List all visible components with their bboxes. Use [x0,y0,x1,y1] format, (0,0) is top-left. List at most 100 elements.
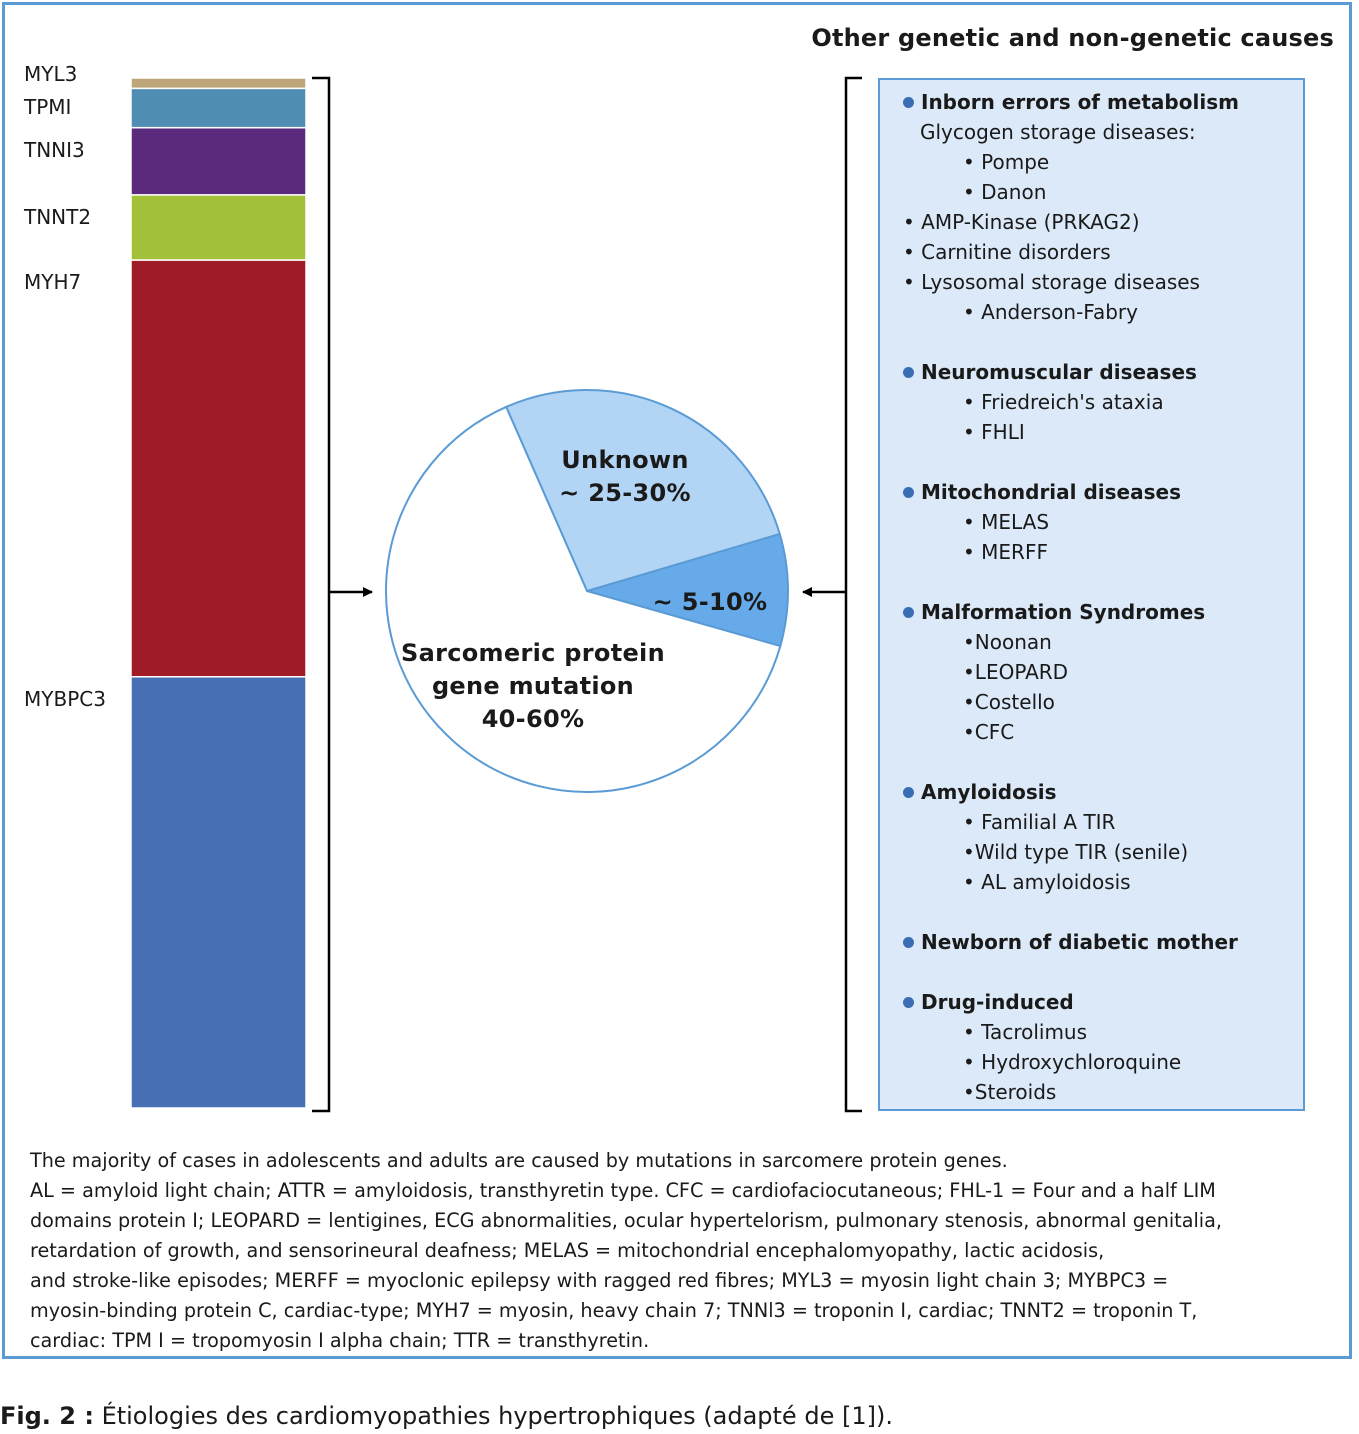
cause-text: • Anderson-Fabry [963,300,1138,324]
cause-item: •Wild type TIR (senile) [963,837,1188,867]
bullet-icon [903,937,914,948]
stacked-bar [130,77,307,1109]
bar-label-myh7: MYH7 [24,270,82,294]
bullet-icon [903,607,914,618]
bar-segment-tpmi [130,87,307,129]
cause-item: • Familial A TIR [963,807,1115,837]
cause-item: Glycogen storage diseases: [920,117,1196,147]
bar-segment-tnni3 [130,126,307,196]
cause-heading: Malformation Syndromes [903,597,1205,627]
pie-label-unknown-line2: ~ 25-30% [559,479,691,507]
pie-label-other: ~ 5-10% [640,586,780,619]
cause-item: •LEOPARD [963,657,1068,687]
bar-label-mybpc3: MYBPC3 [24,686,106,711]
cause-item: • Lysosomal storage diseases [903,267,1200,297]
cause-item: • Pompe [963,147,1049,177]
note-line: and stroke-like episodes; MERFF = myoclo… [30,1269,1169,1292]
cause-item: • Hydroxychloroquine [963,1047,1181,1077]
cause-text: • Friedreich's ataxia [963,390,1164,414]
cause-item: • Carnitine disorders [903,237,1111,267]
bar-segment-myl3 [130,77,307,90]
cause-text: Amyloidosis [921,780,1057,804]
cause-item: • Danon [963,177,1046,207]
cause-item: •Costello [963,687,1055,717]
note-line: cardiac: TPM I = tropomyosin I alpha cha… [30,1329,650,1352]
note-line: AL = amyloid light chain; ATTR = amyloid… [30,1179,1216,1202]
pie-label-other-line1: ~ 5-10% [652,588,768,616]
caption-number: Fig. 2 : [0,1402,94,1430]
cause-text: •Steroids [963,1080,1057,1104]
cause-item: •Noonan [963,627,1052,657]
cause-text: • Pompe [963,150,1050,174]
bar-segment-tnnt2 [130,194,307,261]
cause-item: • MELAS [963,507,1049,537]
cause-item: • Friedreich's ataxia [963,387,1164,417]
cause-heading: Inborn errors of metabolism [903,87,1239,117]
note-line: domains protein I; LEOPARD = lentigines,… [30,1209,1222,1232]
cause-text: •Wild type TIR (senile) [963,840,1189,864]
causes-list-box [878,78,1305,1111]
right-panel-title: Other genetic and non-genetic causes [811,24,1334,52]
bar-segment-mybpc3 [130,676,307,1109]
caption-text: Étiologies des cardiomyopathies hypertro… [93,1402,893,1430]
cause-heading: Amyloidosis [903,777,1057,807]
bar-label-tnni3: TNNI3 [24,137,85,162]
cause-text: • AMP-Kinase (PRKAG2) [903,210,1140,234]
note-line: myosin-binding protein C, cardiac-type; … [30,1299,1198,1322]
left-bracket [312,76,331,1113]
cause-text: •LEOPARD [963,660,1069,684]
pie-chart [385,389,789,793]
cause-text: • AL amyloidosis [963,870,1131,894]
cause-text: •Costello [963,690,1055,714]
cause-item: • AL amyloidosis [963,867,1131,897]
cause-text: • Hydroxychloroquine [963,1050,1182,1074]
figure-frame [2,2,1352,1359]
bar-label-tnnt2: TNNT2 [24,204,92,229]
bullet-icon [903,97,914,108]
bullet-icon [903,367,914,378]
cause-heading: Neuromuscular diseases [903,357,1197,387]
cause-item: • Tacrolimus [963,1017,1087,1047]
cause-text: Newborn of diabetic mother [921,930,1238,954]
cause-text: Drug-induced [921,990,1074,1014]
bullet-icon [903,997,914,1008]
cause-text: •Noonan [963,630,1052,654]
cause-text: • FHLI [963,420,1025,444]
cause-heading: Mitochondrial diseases [903,477,1181,507]
cause-text: Neuromuscular diseases [921,360,1197,384]
bar-label-tpmi: TPMI [24,95,72,119]
right-bracket [844,76,862,1113]
bar-label-myl3: MYL3 [24,62,78,86]
abbreviation-note: The majority of cases in adolescents and… [30,1146,1348,1356]
cause-heading: Drug-induced [903,987,1074,1017]
cause-item: •CFC [963,717,1014,747]
pie-slice-0 [385,405,782,793]
cause-text: • MELAS [963,510,1050,534]
cause-item: • MERFF [963,537,1048,567]
bullet-icon [903,787,914,798]
cause-item: • Anderson-Fabry [963,297,1138,327]
cause-text: • Danon [963,180,1047,204]
cause-text: Inborn errors of metabolism [921,90,1239,114]
cause-text: • MERFF [963,540,1048,564]
cause-item: • AMP-Kinase (PRKAG2) [903,207,1140,237]
pie-label-sarcomeric: Sarcomeric protein gene mutation 40-60% [398,637,668,736]
note-line: retardation of growth, and sensorineural… [30,1239,1105,1262]
cause-text: Malformation Syndromes [921,600,1206,624]
pie-label-sarcomeric-line1: Sarcomeric protein [401,639,665,667]
bullet-icon [903,487,914,498]
cause-heading: Newborn of diabetic mother [903,927,1238,957]
note-line: The majority of cases in adolescents and… [30,1149,1008,1172]
cause-item: •Steroids [963,1077,1056,1107]
cause-item: • FHLI [963,417,1025,447]
pie-slice-2 [583,532,789,648]
pie-label-sarcomeric-line2: gene mutation [431,672,635,700]
bar-segment-myh7 [130,259,307,678]
pie-slice-1 [504,389,781,593]
cause-text: Glycogen storage diseases: [920,120,1196,144]
cause-text: • Familial A TIR [963,810,1116,834]
cause-text: • Carnitine disorders [903,240,1111,264]
cause-text: Mitochondrial diseases [921,480,1181,504]
pie-label-unknown-line1: Unknown [561,446,689,474]
